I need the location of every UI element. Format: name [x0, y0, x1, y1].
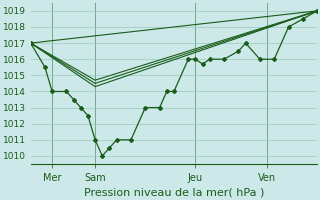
X-axis label: Pression niveau de la mer( hPa ): Pression niveau de la mer( hPa ) [84, 187, 264, 197]
